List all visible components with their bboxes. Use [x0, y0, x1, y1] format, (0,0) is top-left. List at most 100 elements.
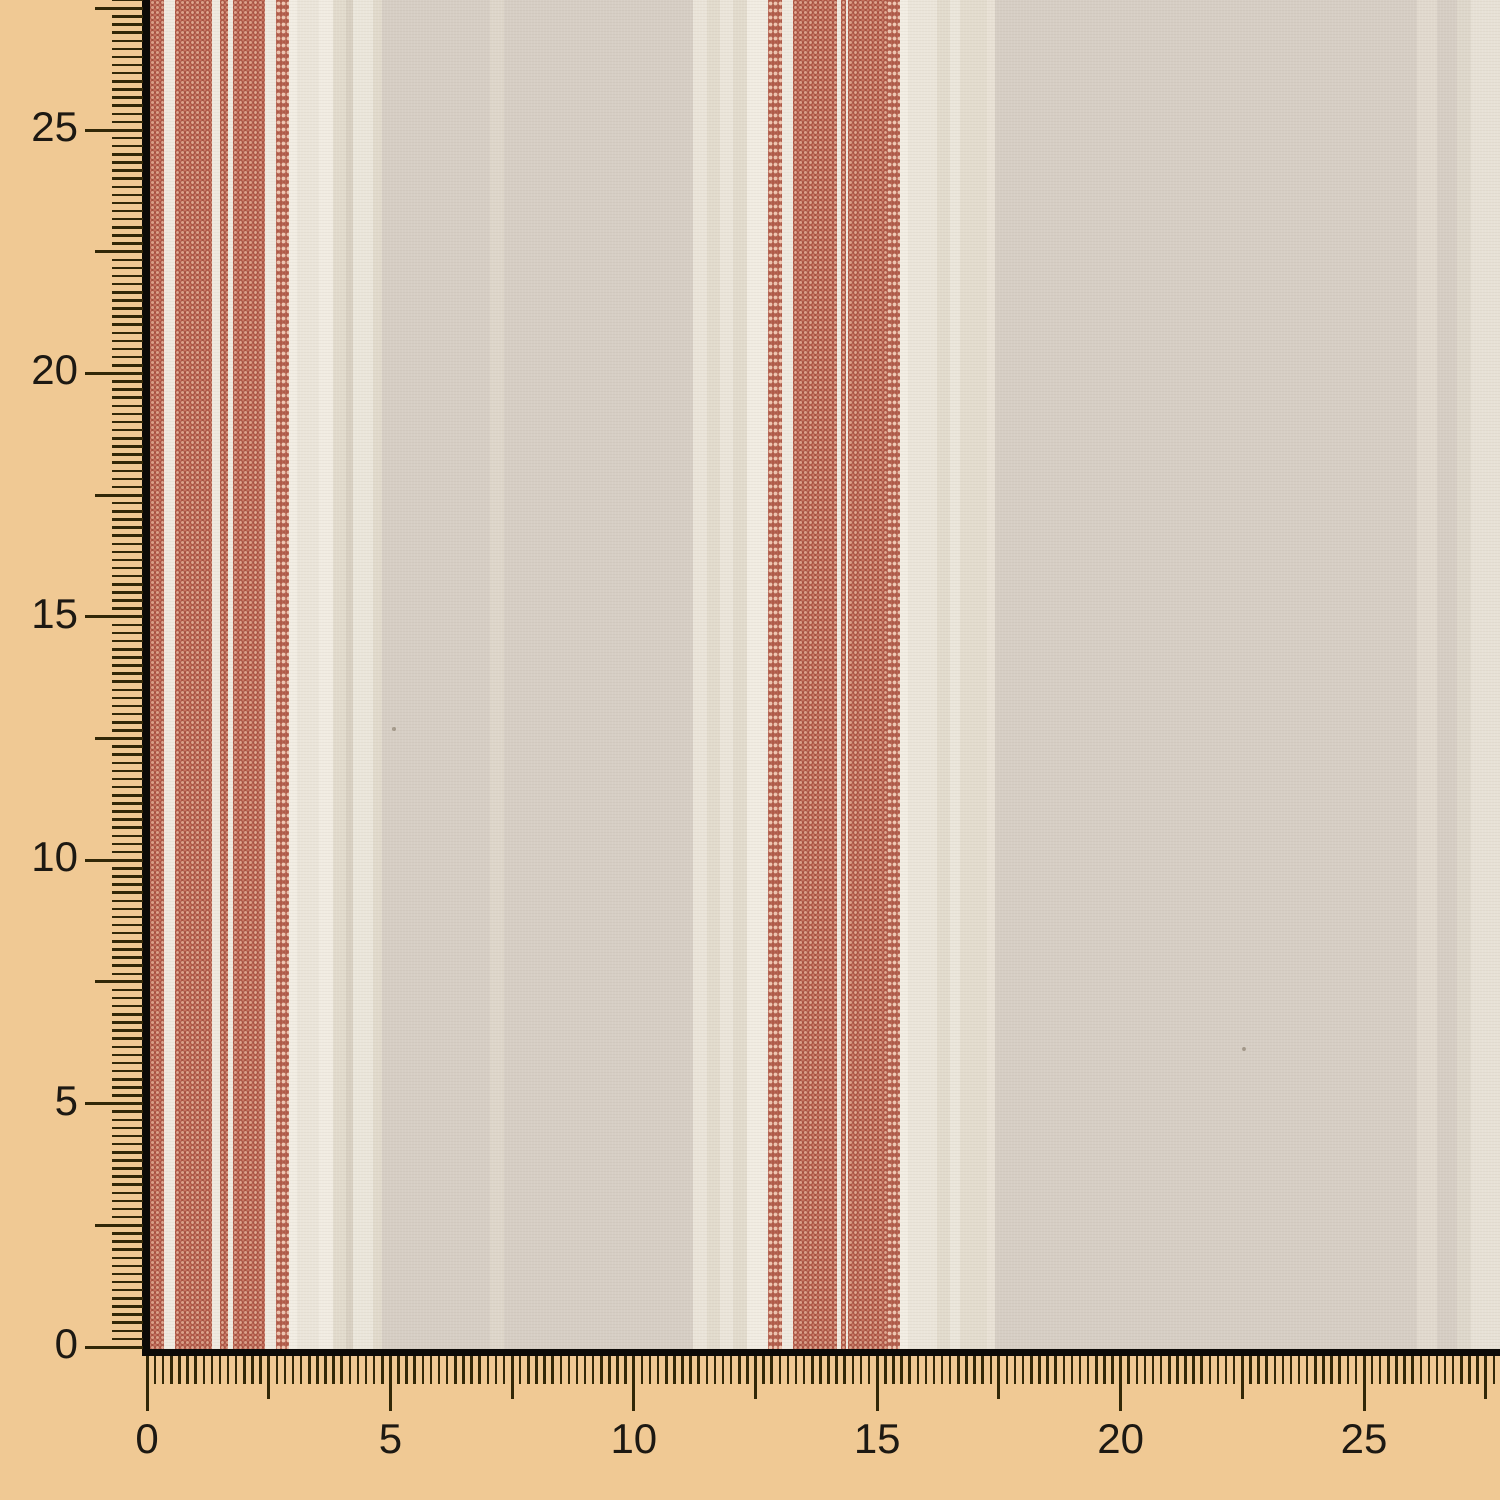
- x-tick-min: [1216, 1356, 1220, 1384]
- x-tick-min: [916, 1356, 920, 1384]
- x-tick-min: [681, 1356, 684, 1384]
- x-tick-min: [210, 1356, 214, 1384]
- y-tick-min: [112, 680, 143, 683]
- y-tick-min: [112, 136, 143, 140]
- y-tick-min: [112, 242, 143, 245]
- y-tick-min: [112, 956, 143, 959]
- y-tick-min: [112, 1215, 143, 1219]
- y-tick-maj: [85, 858, 143, 862]
- fabric-stripe: [265, 0, 276, 1349]
- x-axis-label: 15: [853, 1415, 901, 1462]
- y-tick-min: [112, 607, 143, 610]
- fabric-stripe: [319, 0, 333, 1349]
- x-tick-min: [1078, 1356, 1082, 1384]
- y-tick-maj: [85, 128, 143, 132]
- y-axis-label: 5: [54, 1076, 78, 1124]
- y-tick-min: [112, 1167, 143, 1170]
- x-tick-min: [697, 1356, 700, 1384]
- ruler-vertical-edge-line: [142, 0, 150, 1356]
- fabric-stripe: [900, 0, 908, 1349]
- y-tick-min: [112, 834, 143, 838]
- x-tick-min: [356, 1356, 360, 1384]
- x-tick-min: [1054, 1356, 1057, 1384]
- fabric-stripe: [175, 0, 212, 1349]
- y-tick-min: [112, 785, 143, 789]
- x-tick-min: [1257, 1356, 1260, 1384]
- fabric-stripe: [960, 0, 987, 1349]
- x-tick-min: [762, 1356, 765, 1384]
- x-tick-min: [1435, 1356, 1439, 1384]
- y-tick-min: [112, 226, 143, 229]
- fabric-stripe: [987, 0, 995, 1349]
- x-tick-min: [1143, 1356, 1147, 1384]
- y-tick-min: [112, 412, 143, 416]
- fabric-stripe: [490, 0, 504, 1349]
- y-tick-min: [112, 542, 143, 546]
- y-tick-min: [112, 923, 143, 927]
- fabric-stripe: [276, 0, 289, 1349]
- x-tick-min: [794, 1356, 798, 1384]
- y-tick-min: [112, 169, 143, 172]
- y-tick-maj: [85, 371, 143, 375]
- x-tick-min: [1305, 1356, 1309, 1384]
- x-tick-min: [835, 1356, 838, 1384]
- fabric-stripe: [150, 0, 164, 1349]
- y-tick-min: [112, 217, 143, 221]
- y-tick-mid: [95, 250, 143, 254]
- x-tick-min: [567, 1356, 571, 1384]
- y-tick-maj: [85, 1345, 143, 1349]
- x-tick-min: [1451, 1356, 1455, 1384]
- y-tick-min: [112, 1151, 143, 1154]
- y-tick-min: [112, 1240, 143, 1243]
- y-tick-min: [112, 1126, 143, 1130]
- x-tick-min: [1070, 1356, 1074, 1384]
- y-tick-min: [112, 1264, 143, 1268]
- x-tick-min: [413, 1356, 416, 1384]
- y-tick-min: [112, 1013, 143, 1016]
- x-tick-min: [819, 1356, 822, 1384]
- x-tick-min: [445, 1356, 449, 1384]
- x-tick-min: [827, 1356, 830, 1384]
- y-tick-min: [112, 899, 143, 903]
- y-tick-min: [112, 1045, 143, 1049]
- x-tick-min: [153, 1356, 157, 1384]
- y-tick-min: [112, 664, 143, 667]
- x-tick-min: [786, 1356, 790, 1384]
- x-tick-min: [551, 1356, 554, 1384]
- x-tick-min: [218, 1356, 222, 1384]
- x-tick-min: [429, 1356, 433, 1384]
- fabric-stripe: [841, 0, 846, 1349]
- x-tick-min: [1476, 1356, 1479, 1384]
- y-tick-min: [112, 1175, 143, 1178]
- x-tick-min: [884, 1356, 887, 1384]
- y-tick-min: [112, 948, 143, 951]
- x-tick-maj: [1362, 1356, 1366, 1411]
- y-tick-min: [112, 266, 143, 270]
- y-tick-min: [112, 39, 143, 42]
- y-tick-min: [112, 453, 143, 456]
- x-tick-min: [1192, 1356, 1195, 1384]
- x-tick-min: [527, 1356, 530, 1384]
- y-tick-min: [112, 274, 143, 278]
- y-tick-min: [112, 404, 143, 408]
- x-tick-min: [1346, 1356, 1350, 1384]
- x-tick-min: [859, 1356, 863, 1384]
- x-tick-min: [1273, 1356, 1276, 1384]
- x-tick-min: [738, 1356, 741, 1384]
- y-tick-min: [112, 648, 143, 651]
- y-tick-min: [112, 518, 143, 521]
- y-tick-min: [112, 883, 143, 886]
- y-tick-min: [112, 631, 143, 635]
- x-tick-min: [948, 1356, 952, 1384]
- y-tick-min: [112, 696, 143, 700]
- y-tick-min: [112, 55, 143, 59]
- y-tick-min: [112, 915, 143, 919]
- y-tick-min: [112, 161, 143, 164]
- x-tick-min: [283, 1356, 287, 1384]
- y-tick-min: [112, 1280, 143, 1284]
- y-tick-min: [112, 745, 143, 748]
- fabric-stripe: [693, 0, 707, 1349]
- x-tick-min: [1224, 1356, 1228, 1384]
- y-tick-min: [112, 31, 143, 34]
- x-tick-min: [1411, 1356, 1414, 1384]
